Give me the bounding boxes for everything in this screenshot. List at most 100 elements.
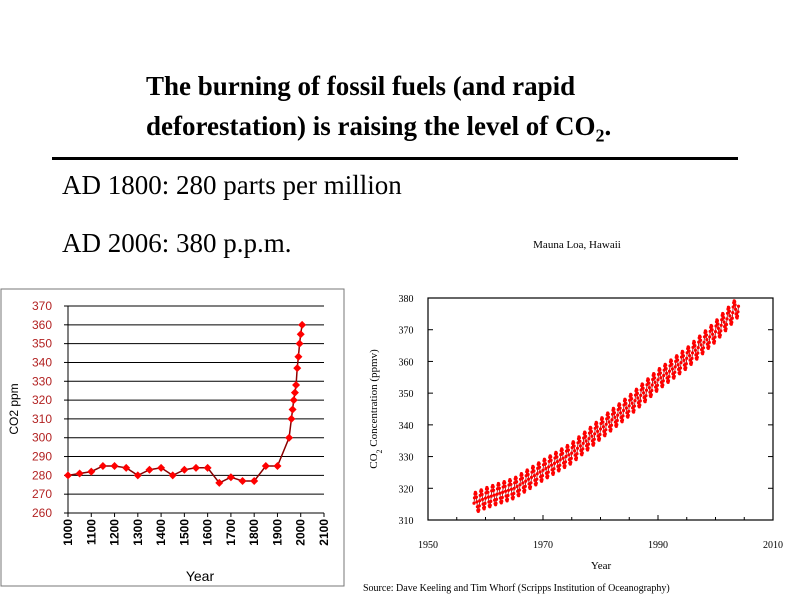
tick-label-y-290: 290 bbox=[32, 450, 52, 464]
monthly-point-496 bbox=[710, 324, 714, 328]
monthly-point-144 bbox=[541, 468, 545, 472]
monthly-point-244 bbox=[589, 426, 593, 430]
monthly-point-196 bbox=[566, 445, 570, 449]
monthly-point-305 bbox=[618, 406, 622, 410]
monthly-point-480 bbox=[702, 340, 706, 344]
monthly-point-185 bbox=[561, 451, 565, 455]
monthly-point-239 bbox=[586, 442, 591, 446]
monthly-point-472 bbox=[698, 335, 702, 339]
monthly-point-412 bbox=[669, 359, 673, 363]
monthly-point-551 bbox=[736, 310, 740, 314]
monthly-point-401 bbox=[664, 367, 668, 371]
monthly-point-406 bbox=[666, 379, 671, 383]
monthly-point-5 bbox=[474, 495, 478, 499]
data-point-1450 bbox=[168, 471, 177, 480]
data-point-1995 bbox=[295, 339, 304, 348]
monthly-point-155 bbox=[546, 470, 550, 474]
monthly-point-394 bbox=[661, 383, 665, 387]
monthly-point-300 bbox=[616, 413, 620, 417]
monthly-point-52 bbox=[497, 483, 501, 487]
monthly-point-114 bbox=[527, 477, 531, 481]
monthly-point-336 bbox=[633, 399, 637, 403]
monthly-point-437 bbox=[681, 354, 685, 358]
monthly-point-354 bbox=[642, 391, 646, 395]
monthly-point-352 bbox=[641, 383, 645, 387]
monthly-point-234 bbox=[584, 439, 588, 443]
monthly-point-173 bbox=[555, 455, 559, 459]
monthly-point-220 bbox=[577, 436, 581, 440]
monthly-point-544 bbox=[733, 300, 737, 304]
monthly-point-226 bbox=[580, 451, 584, 455]
data-point-1400 bbox=[157, 463, 166, 472]
series-line-mauna-loa bbox=[473, 299, 739, 513]
monthly-point-424 bbox=[675, 355, 679, 359]
monthly-point-191 bbox=[563, 460, 568, 464]
monthly-point-479 bbox=[701, 346, 706, 350]
monthly-point-18 bbox=[481, 497, 485, 501]
monthly-point-250 bbox=[592, 441, 596, 445]
data-point-1980 bbox=[292, 381, 301, 390]
data-point-2006 bbox=[298, 320, 307, 329]
monthly-point-545 bbox=[733, 303, 737, 307]
monthly-point-204 bbox=[570, 451, 574, 455]
tick-label-x-1200: 1200 bbox=[108, 519, 122, 546]
monthly-point-293 bbox=[612, 411, 616, 415]
tick-label-y-330: 330 bbox=[32, 374, 52, 388]
monthly-point-520 bbox=[721, 312, 725, 316]
monthly-point-474 bbox=[699, 343, 703, 347]
monthly-point-438 bbox=[682, 358, 686, 362]
monthly-point-546 bbox=[734, 307, 738, 311]
monthly-point-101 bbox=[520, 476, 524, 480]
tick-label-y-360: 360 bbox=[32, 318, 52, 332]
tick-label-x-2000: 2000 bbox=[294, 519, 308, 546]
data-point-1200 bbox=[110, 461, 119, 470]
monthly-point-89 bbox=[515, 480, 519, 484]
monthly-point-95 bbox=[517, 488, 522, 492]
monthly-point-526 bbox=[724, 327, 728, 331]
tick-label-y-270: 270 bbox=[32, 487, 52, 501]
monthly-point-4 bbox=[474, 492, 478, 496]
title-subscript: 2 bbox=[595, 125, 605, 146]
data-point-1965 bbox=[288, 405, 297, 414]
monthly-point-462 bbox=[693, 348, 697, 352]
monthly-point-414 bbox=[670, 367, 674, 371]
tick-label-y-300: 300 bbox=[32, 431, 52, 445]
monthly-point-184 bbox=[560, 448, 564, 452]
data-point-1700 bbox=[226, 473, 235, 482]
monthly-point-311 bbox=[621, 414, 625, 418]
monthly-point-257 bbox=[595, 425, 599, 429]
monthly-point-280 bbox=[606, 412, 610, 416]
monthly-point-78 bbox=[509, 487, 513, 491]
monthly-point-186 bbox=[561, 456, 565, 460]
title-line-2-main: deforestation) is raising the level of C… bbox=[146, 111, 596, 141]
monthly-point-41 bbox=[492, 488, 496, 492]
monthly-point-11 bbox=[477, 504, 481, 508]
monthly-point-508 bbox=[715, 319, 719, 323]
monthly-point-268 bbox=[600, 417, 604, 421]
monthly-point-312 bbox=[621, 408, 626, 413]
monthly-point-329 bbox=[630, 397, 634, 401]
tick-label-x-right-2010: 2010 bbox=[763, 540, 783, 551]
monthly-point-324 bbox=[627, 404, 631, 408]
monthly-point-263 bbox=[598, 432, 602, 437]
monthly-point-119 bbox=[529, 481, 533, 485]
monthly-point-150 bbox=[544, 466, 548, 471]
monthly-point-46 bbox=[494, 501, 498, 505]
monthly-point-485 bbox=[704, 333, 708, 337]
monthly-point-197 bbox=[566, 448, 570, 452]
monthly-point-160 bbox=[549, 455, 553, 459]
monthly-point-420 bbox=[673, 365, 677, 369]
monthly-point-431 bbox=[678, 366, 683, 370]
tick-label-y-310: 310 bbox=[32, 412, 52, 426]
monthly-point-550 bbox=[735, 314, 740, 318]
monthly-point-490 bbox=[707, 345, 711, 349]
monthly-point-299 bbox=[615, 418, 619, 423]
chart-mauna-loa: Mauna Loa, Hawaii 310 320 330 340 350 360 370 38… bbox=[363, 239, 783, 594]
title-line-1: The burning of fossil fuels (and rapid bbox=[146, 71, 576, 101]
monthly-point-40 bbox=[491, 485, 495, 489]
tick-label-y-320: 320 bbox=[32, 393, 52, 407]
monthly-point-413 bbox=[670, 362, 674, 366]
monthly-point-509 bbox=[716, 322, 720, 326]
monthly-point-64 bbox=[503, 481, 507, 485]
monthly-point-491 bbox=[707, 340, 711, 345]
